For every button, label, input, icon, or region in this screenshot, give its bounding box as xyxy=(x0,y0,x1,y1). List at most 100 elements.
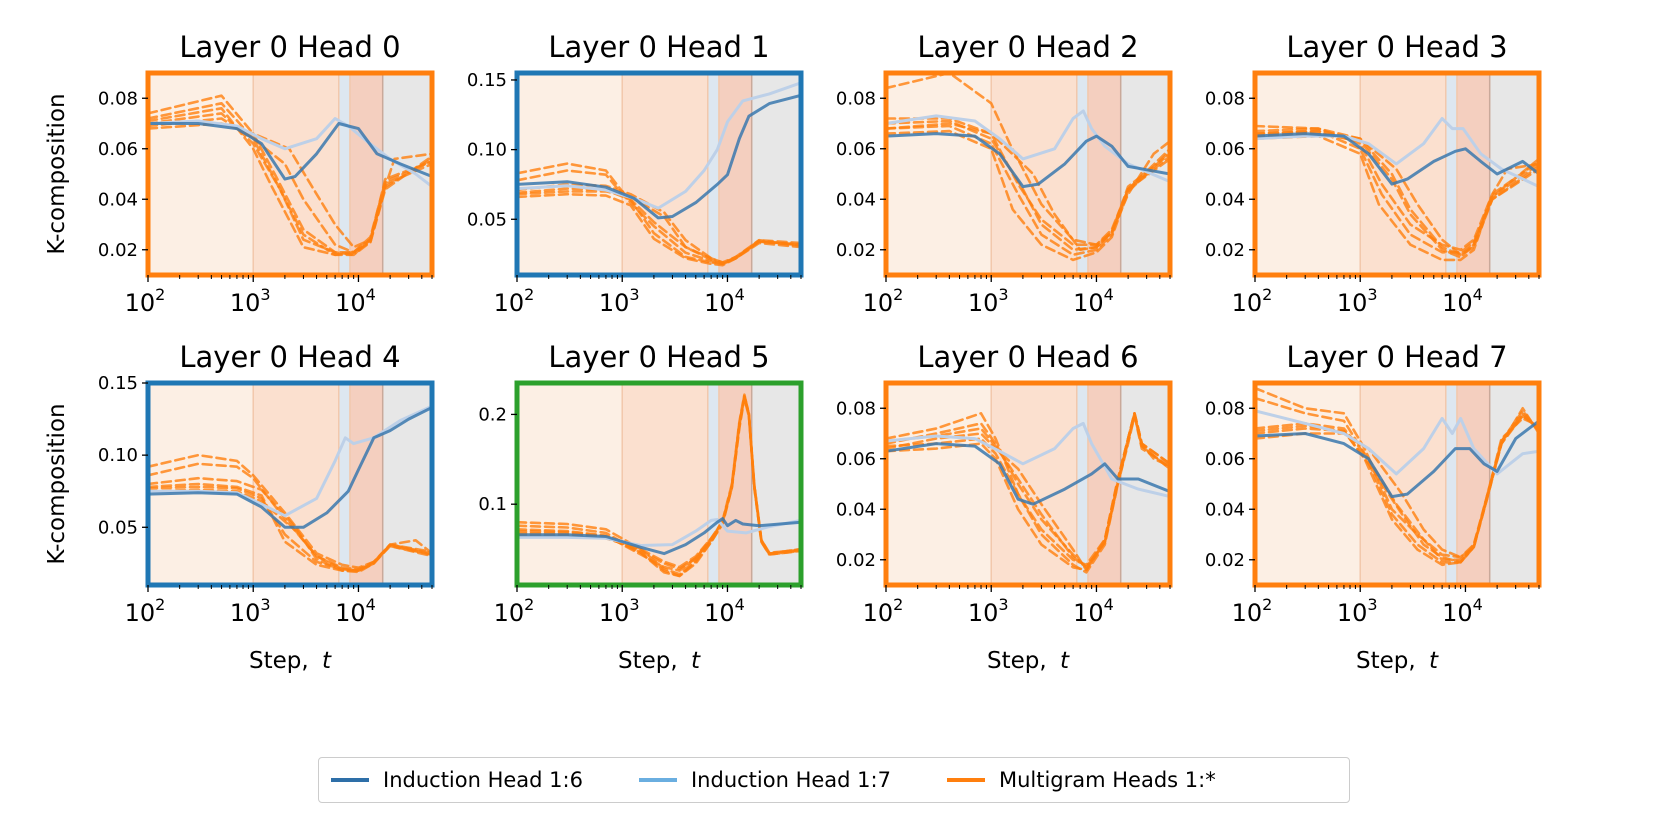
y-tick-label: 0.06 xyxy=(836,139,876,160)
phase-band-0 xyxy=(1255,73,1361,275)
x-tick-base: 10 xyxy=(863,289,894,317)
legend-label-ih7: Induction Head 1:7 xyxy=(690,768,891,792)
y-tick-label: 0.04 xyxy=(98,189,138,210)
y-tick-label: 0.15 xyxy=(98,373,138,394)
panel-frame xyxy=(1252,380,1542,588)
x-axis-label-var: t xyxy=(1429,648,1439,674)
x-tick-label: 103 xyxy=(230,595,271,627)
x-tick-base: 10 xyxy=(863,599,894,627)
phase-band-1 xyxy=(253,383,339,585)
y-tick-label: 0.02 xyxy=(836,550,876,571)
ih7-line xyxy=(886,109,1170,184)
x-axis-label: Step, t xyxy=(987,648,1070,674)
legend-swatch-ih6 xyxy=(331,778,369,782)
ih6-line xyxy=(886,442,1170,506)
panel-frame xyxy=(1252,70,1542,278)
x-axis-label-text: Step, xyxy=(618,648,685,674)
ih6-line xyxy=(148,122,432,181)
x-tick-exponent: 4 xyxy=(735,285,745,304)
x-tick-exponent: 4 xyxy=(1473,595,1483,614)
multigram-line-5 xyxy=(886,122,1170,252)
x-tick-exponent: 3 xyxy=(260,595,270,614)
x-tick-label: 104 xyxy=(1073,595,1114,627)
x-tick-label: 104 xyxy=(335,285,376,317)
x-tick-exponent: 2 xyxy=(524,595,534,614)
ih6-line xyxy=(148,406,432,529)
y-tick-label: 0.10 xyxy=(467,140,507,161)
phase-band-1 xyxy=(622,383,708,585)
legend-swatch-ih7 xyxy=(638,778,677,782)
x-tick-label: 102 xyxy=(125,595,166,627)
x-tick-label: 104 xyxy=(704,595,745,627)
y-tick-label: 0.15 xyxy=(467,70,507,91)
x-tick-exponent: 3 xyxy=(1367,595,1377,614)
phase-band-2 xyxy=(338,383,350,585)
y-tick-label: 0.06 xyxy=(836,449,876,470)
x-tick-base: 10 xyxy=(1442,289,1473,317)
x-tick-base: 10 xyxy=(1337,599,1368,627)
x-tick-base: 10 xyxy=(1232,599,1263,627)
x-tick-label: 102 xyxy=(863,595,904,627)
x-axis-label-var: t xyxy=(322,648,332,674)
ih7-line xyxy=(517,518,801,547)
x-tick-label: 102 xyxy=(494,595,535,627)
x-tick-label: 102 xyxy=(494,285,535,317)
x-tick-exponent: 4 xyxy=(1104,595,1114,614)
x-tick-exponent: 2 xyxy=(893,285,903,304)
x-axis-label-text: Step, xyxy=(249,648,316,674)
phase-band-0 xyxy=(148,383,254,585)
x-tick-exponent: 2 xyxy=(893,595,903,614)
legend-item-ih7: Induction Head 1:7 xyxy=(627,768,891,792)
panel-frame xyxy=(145,380,435,588)
x-tick-exponent: 3 xyxy=(998,285,1008,304)
y-tick-label: 0.1 xyxy=(478,494,507,515)
x-tick-base: 10 xyxy=(125,599,156,627)
y-tick-label: 0.04 xyxy=(1205,499,1245,520)
phase-band-3 xyxy=(1456,383,1490,585)
x-tick-exponent: 2 xyxy=(524,285,534,304)
panel-lines-6 xyxy=(886,412,1170,574)
x-axis-label-text: Step, xyxy=(987,648,1054,674)
x-axis-label-text: Step, xyxy=(1356,648,1423,674)
legend: Induction Head 1:6 Induction Head 1:7 Mu… xyxy=(318,757,1350,803)
x-tick-base: 10 xyxy=(230,289,261,317)
multigram-line-5 xyxy=(148,485,432,572)
x-tick-base: 10 xyxy=(599,289,630,317)
panel-frame xyxy=(145,70,435,278)
panel-frame xyxy=(883,70,1173,278)
x-tick-base: 10 xyxy=(1232,289,1263,317)
panel-lines-4 xyxy=(148,404,432,574)
multigram-line-4 xyxy=(886,129,1170,262)
x-tick-base: 10 xyxy=(599,599,630,627)
phase-band-1 xyxy=(991,73,1077,275)
phase-band-3 xyxy=(718,383,752,585)
panel-title: Layer 0 Head 3 xyxy=(1286,30,1507,64)
y-tick-label: 0.04 xyxy=(1205,189,1245,210)
multigram-line-5 xyxy=(1255,409,1539,567)
phase-band-2 xyxy=(1076,383,1088,585)
x-tick-base: 10 xyxy=(704,289,735,317)
legend-item-multigram: Multigram Heads 1:* xyxy=(935,768,1216,792)
ih6-line xyxy=(886,132,1170,189)
x-tick-exponent: 4 xyxy=(1473,285,1483,304)
phase-band-2 xyxy=(707,73,719,275)
y-tick-label: 0.08 xyxy=(98,88,138,109)
panel-lines-2 xyxy=(886,73,1170,262)
phase-band-0 xyxy=(886,73,992,275)
y-tick-label: 0.2 xyxy=(478,404,507,425)
y-tick-label: 0.06 xyxy=(1205,449,1245,470)
x-tick-base: 10 xyxy=(704,599,735,627)
x-tick-label: 102 xyxy=(1232,285,1273,317)
y-tick-label: 0.06 xyxy=(1205,139,1245,160)
x-tick-label: 103 xyxy=(968,595,1009,627)
y-tick-label: 0.08 xyxy=(836,88,876,109)
panel-lines-1 xyxy=(517,81,801,267)
x-tick-base: 10 xyxy=(1442,599,1473,627)
x-tick-exponent: 3 xyxy=(260,285,270,304)
panel-title: Layer 0 Head 2 xyxy=(917,30,1138,64)
